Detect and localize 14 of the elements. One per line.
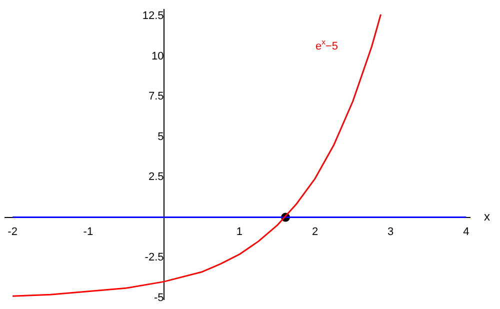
y-tick-label: -2.5 (144, 252, 164, 264)
x-tick-label: 2 (312, 226, 318, 238)
y-tick-label: 2.5 (148, 171, 164, 184)
x-tick-label: 4 (463, 226, 470, 238)
x-tick-label: -1 (83, 226, 94, 238)
y-tick-label: 12.5 (142, 10, 164, 22)
y-tick-label: 5 (158, 130, 164, 143)
x-axis-title: x (484, 210, 490, 224)
x-tick-label: 3 (388, 226, 394, 238)
x-tick-label: -2 (8, 226, 18, 238)
y-tick-label: 7.5 (148, 90, 164, 103)
y-tick-label: -5 (154, 292, 164, 304)
x-tick-label: 1 (236, 226, 242, 238)
y-tick-label: 10 (152, 50, 164, 62)
